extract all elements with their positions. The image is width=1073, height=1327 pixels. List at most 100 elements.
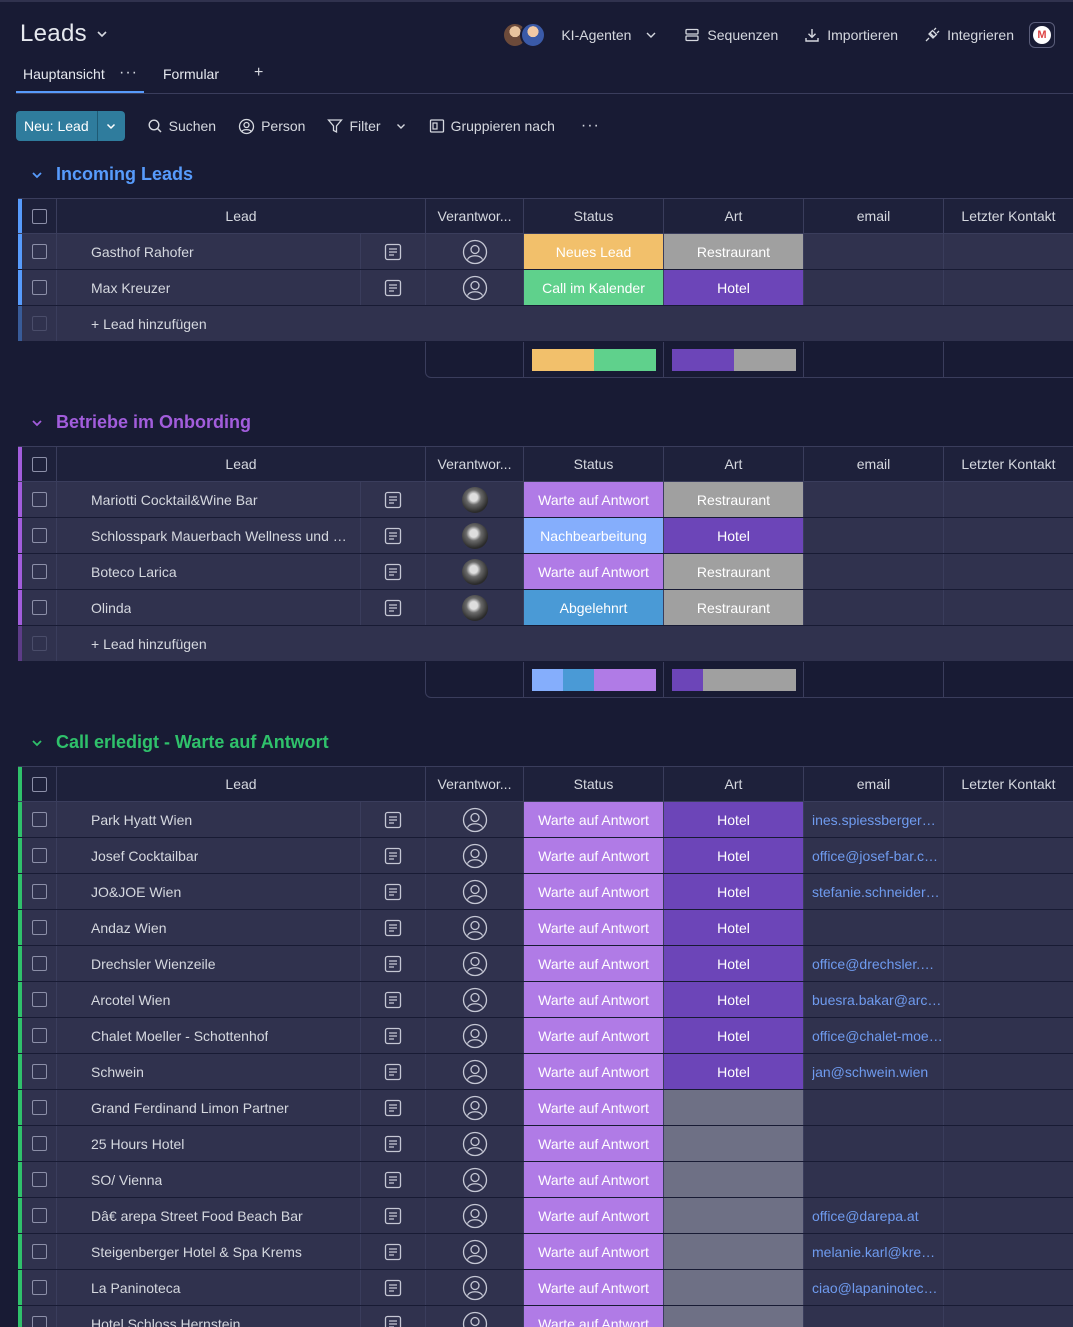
email-cell[interactable] [804,590,944,625]
art-cell[interactable]: Hotel [664,1054,804,1089]
table-row[interactable]: Schwein Warte auf Antwort Hotel jan@schwein… [18,1054,1073,1090]
art-distribution-bar[interactable] [671,668,796,691]
column-header-art[interactable]: Art [664,199,804,233]
row-checkbox-cell[interactable] [22,838,57,873]
table-row[interactable]: Grand Ferdinand Limon Partner Warte auf A… [18,1090,1073,1126]
art-cell[interactable]: Restraurant [664,554,804,589]
import-button[interactable]: Importieren [804,27,898,43]
email-link[interactable]: jan@schwein.wien [812,1063,929,1080]
row-checkbox-cell[interactable] [22,1306,57,1327]
row-checkbox-cell[interactable] [22,946,57,981]
last-contact-cell[interactable] [944,838,1073,873]
last-contact-cell[interactable] [944,1090,1073,1125]
status-cell[interactable]: Abgelehnrt [524,590,664,625]
last-contact-cell[interactable] [944,518,1073,553]
row-checkbox[interactable] [31,920,47,935]
lead-name-cell[interactable]: Mariotti Cocktail&Wine Bar [57,482,361,517]
owner-cell[interactable] [426,270,524,305]
item-updates-button[interactable] [361,270,426,305]
item-updates-button[interactable] [361,982,426,1017]
column-header-art[interactable]: Art [664,447,804,481]
new-lead-button[interactable]: Neu: Lead [16,111,97,141]
column-header-last-contact[interactable]: Letzter Kontakt [944,767,1073,801]
row-checkbox[interactable] [31,1028,47,1043]
toolbar-more-button[interactable]: ··· [581,117,600,135]
tab-more-button[interactable]: ··· [119,64,138,81]
table-row[interactable]: SO/ Vienna Warte auf Antwort [18,1162,1073,1198]
row-checkbox[interactable] [31,492,47,507]
owner-cell[interactable] [426,1234,524,1269]
last-contact-cell[interactable] [944,982,1073,1017]
lead-name-cell[interactable]: JO&JOE Wien [57,874,361,909]
status-cell[interactable]: Warte auf Antwort [524,982,664,1017]
row-checkbox[interactable] [31,812,47,827]
row-checkbox[interactable] [31,244,47,259]
row-checkbox-cell[interactable] [22,590,57,625]
last-contact-cell[interactable] [944,1126,1073,1161]
status-cell[interactable]: Warte auf Antwort [524,1090,664,1125]
art-cell[interactable]: Restraurant [664,234,804,269]
owner-cell[interactable] [426,1198,524,1233]
row-checkbox-cell[interactable] [22,1126,57,1161]
email-cell[interactable] [804,1306,944,1327]
table-row[interactable]: Schlosspark Mauerbach Wellness und Spa Na… [18,518,1073,554]
filter-button[interactable]: Filter [327,118,406,134]
item-updates-button[interactable] [361,1270,426,1305]
column-header-lead[interactable]: Lead [57,447,426,481]
add-lead-button[interactable]: + Lead hinzufügen [57,626,1073,661]
row-checkbox-cell[interactable] [22,910,57,945]
art-cell[interactable] [664,1270,804,1305]
row-checkbox[interactable] [31,848,47,863]
email-cell[interactable] [804,270,944,305]
item-updates-button[interactable] [361,1198,426,1233]
owner-cell[interactable] [426,482,524,517]
row-checkbox[interactable] [31,992,47,1007]
table-row[interactable]: 25 Hours Hotel Warte auf Antwort [18,1126,1073,1162]
art-cell[interactable]: Hotel [664,802,804,837]
lead-name-cell[interactable]: Drechsler Wienzeile [57,946,361,981]
email-cell[interactable]: melanie.karl@krems.steigenberger.at [804,1234,944,1269]
last-contact-cell[interactable] [944,1234,1073,1269]
chevron-down-icon[interactable] [30,416,44,430]
status-cell[interactable]: Neues Lead [524,234,664,269]
owner-cell[interactable] [426,982,524,1017]
status-cell[interactable]: Warte auf Antwort [524,1198,664,1233]
lead-name-cell[interactable]: Olinda [57,590,361,625]
item-updates-button[interactable] [361,874,426,909]
row-checkbox[interactable] [31,280,47,295]
chevron-down-icon[interactable] [30,736,44,750]
add-view-button[interactable]: + [254,64,264,81]
email-cell[interactable]: stefanie.schneider@joandjoe.com [804,874,944,909]
select-all-checkbox-cell[interactable] [22,447,57,481]
table-row[interactable]: Max Kreuzer Call im Kalender Hotel [18,270,1073,306]
row-checkbox-cell[interactable] [22,270,57,305]
lead-name-cell[interactable]: Hotel Schloss Hernstein [57,1306,361,1327]
last-contact-cell[interactable] [944,1306,1073,1327]
email-cell[interactable] [804,910,944,945]
table-row[interactable]: Park Hyatt Wien Warte auf Antwort Hotel ine… [18,802,1073,838]
row-checkbox-cell[interactable] [22,482,57,517]
column-header-email[interactable]: email [804,767,944,801]
row-checkbox-cell[interactable] [22,1054,57,1089]
row-checkbox-cell[interactable] [22,1162,57,1197]
row-checkbox[interactable] [31,564,47,579]
status-cell[interactable]: Warte auf Antwort [524,1018,664,1053]
owner-cell[interactable] [426,554,524,589]
art-cell[interactable]: Hotel [664,270,804,305]
table-row[interactable]: Drechsler Wienzeile Warte auf Antwort Hote… [18,946,1073,982]
row-checkbox[interactable] [31,884,47,899]
owner-cell[interactable] [426,234,524,269]
row-checkbox[interactable] [31,1100,47,1115]
email-link[interactable]: ciao@lapaninoteca.at [812,1279,943,1296]
email-cell[interactable]: office@darepa.at [804,1198,944,1233]
chevron-down-icon[interactable] [30,168,44,182]
row-checkbox-cell[interactable] [22,554,57,589]
email-link[interactable]: office@josef-bar.com [812,847,943,864]
board-title[interactable]: Leads [20,20,109,48]
owner-cell[interactable] [426,1018,524,1053]
status-cell[interactable]: Warte auf Antwort [524,1162,664,1197]
item-updates-button[interactable] [361,1018,426,1053]
status-cell[interactable]: Warte auf Antwort [524,802,664,837]
item-updates-button[interactable] [361,1090,426,1125]
column-header-owner[interactable]: Verantwor... [426,447,524,481]
